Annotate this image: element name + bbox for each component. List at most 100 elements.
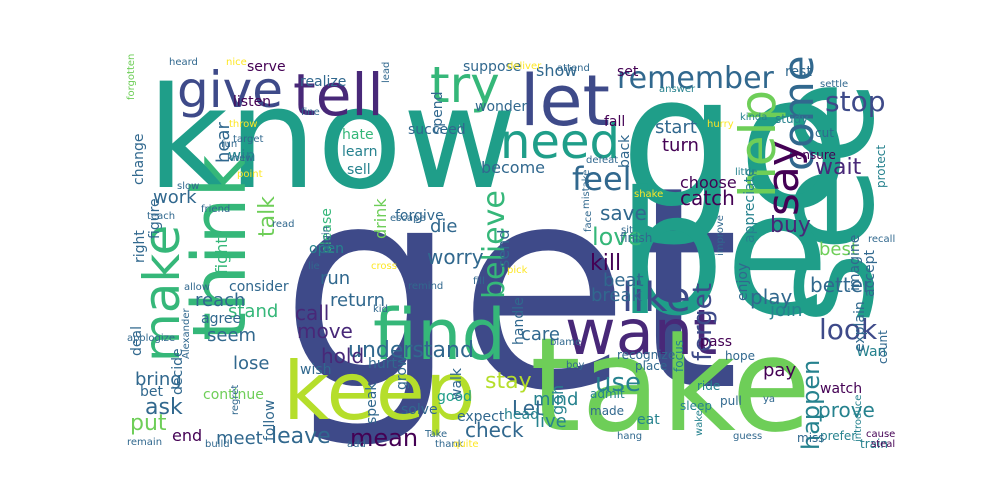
word-ya: ya [763,394,776,405]
word-little: little [735,167,758,178]
word-win: win [228,146,256,165]
word-introduce: introduce [853,394,864,442]
word-cut: cut [815,126,834,140]
word-better: better [810,273,872,297]
word-seem: seem [207,325,257,346]
word-learn: learn [342,144,378,160]
word-cause: cause [866,429,895,440]
word-eat: eat [637,412,660,428]
word-meet: meet [216,428,263,449]
word-expect: expect [457,409,505,425]
word-recall: recall [868,234,895,245]
word-kid: kid [373,304,388,315]
word-worry: worry [427,245,484,269]
word-look: look [819,313,878,346]
word-escape: escape [390,213,426,224]
word-check: check [465,418,524,442]
word-fall: fall [604,114,626,130]
word-lie: lie [308,261,320,272]
word-play: play [750,285,793,309]
word-read: read [272,219,295,230]
word-kinda: kinda [740,112,768,123]
word-move: move [297,319,353,343]
word-fine: fine [301,107,320,118]
word-add: add [347,439,366,450]
word-answer: answer [659,84,696,95]
word-regret: regret [230,384,241,415]
word-call: call [295,301,330,325]
word-break: break [591,285,642,306]
word-ask: ask [145,395,183,420]
word-heard: heard [169,57,198,68]
word-finish: finish [620,231,653,245]
word-start: start [655,117,697,138]
word-help: help [729,89,787,198]
word-recognize: recognize [617,348,676,362]
word-blame: blame [550,337,582,348]
word-boy: boy [566,360,585,371]
word-forgotten: forgotten [126,53,137,100]
word-send: send [494,229,513,268]
word-remain: remain [127,437,163,448]
word-best: best [819,239,858,260]
word-thank: thank [435,439,464,450]
word-deliver: deliver [507,61,542,72]
word-stay: stay [485,369,532,394]
word-stop: stop [825,85,886,118]
word-take: Take [425,429,448,440]
word-reach: reach [195,290,246,311]
word-give: give [177,61,283,119]
word-feel: feel [572,160,632,198]
word-serve: serve [247,59,286,75]
word-take: take [530,309,812,450]
word-back: back [617,134,633,168]
word-continue: continue [203,387,264,403]
word-care: care [521,324,561,345]
word-sleep: sleep [680,399,712,413]
word-sit: sit [621,225,633,236]
word-mind: mind [533,389,579,410]
word-right: right [132,230,148,263]
word-stand: stand [228,301,279,322]
word-die: die [430,216,458,237]
word-spend: spend [430,91,446,134]
word-beat: beat [603,270,644,291]
word-find: find [373,294,506,376]
word-grow: grow [394,355,410,390]
word-place: place [635,359,668,373]
word-turn: turn [662,135,699,156]
word-handle: handle [511,297,527,345]
word-nice: nice [226,57,247,68]
word-lose: lose [233,353,270,374]
word-solve: solve [401,402,438,418]
word-want: want [565,296,718,369]
word-join: join [770,300,803,321]
word-put: put [130,411,167,436]
word-steal: steal [871,439,895,450]
word-good: good [437,389,472,405]
word-catch: catch [680,186,735,210]
word-bet: bet [140,384,163,400]
word-ensure: ensure [795,148,836,162]
word-made: made [590,404,625,418]
word-get: get [280,127,740,450]
word-mistake: mistake [581,169,592,209]
word-end: end [172,426,203,445]
word-defeat: defeat [586,155,619,166]
word-mean: mean [350,424,419,450]
word-open: open [309,241,344,257]
word-train: train [860,437,888,450]
word-explain: explain [852,301,868,352]
word-know: know [147,58,517,221]
word-speak: speak [364,382,380,424]
word-fill: fill [473,276,485,287]
word-pay: pay [763,360,797,381]
word-wonder: wonder [475,99,528,115]
word-friend: friend [201,204,231,215]
word-quite: quite [453,439,479,450]
word-teach: teach [147,211,176,222]
word-hold: hold [321,344,365,368]
word-pass: pass [700,334,733,350]
word-protect: protect [874,144,888,188]
word-talk: talk [255,196,280,237]
